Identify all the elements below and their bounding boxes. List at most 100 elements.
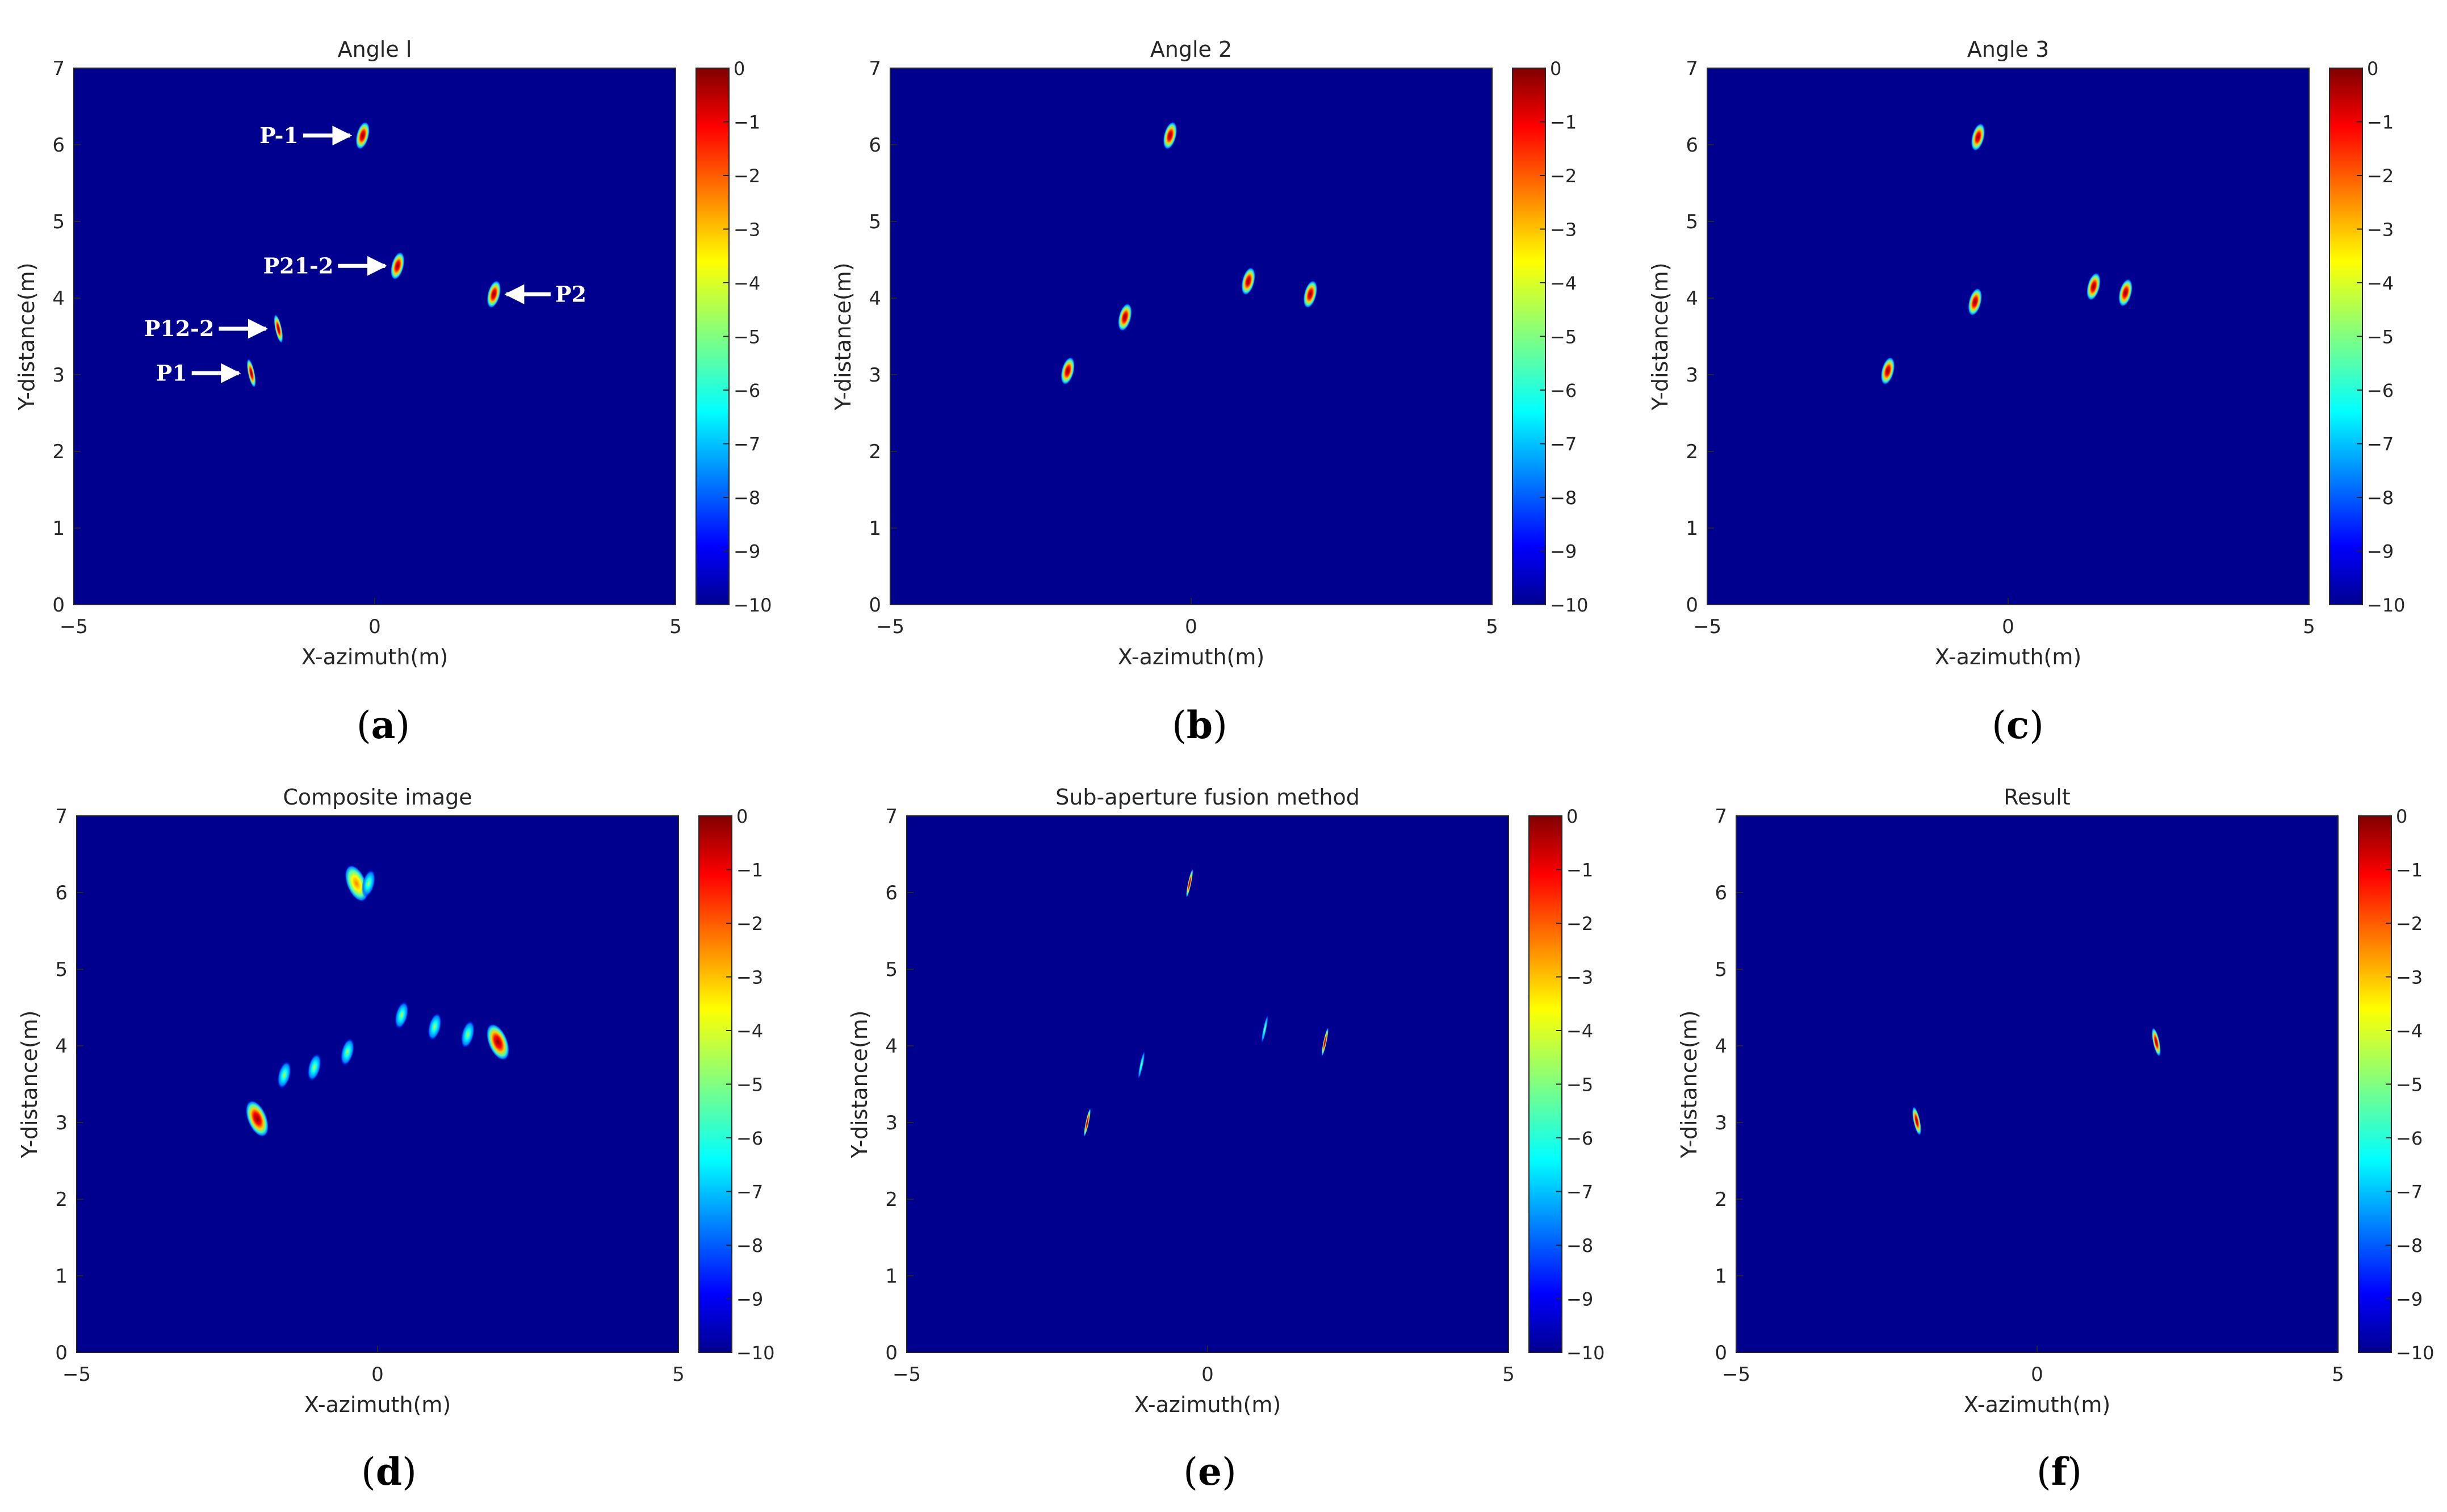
panel-label: (a) xyxy=(357,703,410,747)
colorbar-tick-label: −8 xyxy=(2396,1235,2423,1256)
data-point xyxy=(355,122,370,150)
y-tick-label: 0 xyxy=(1686,594,1698,617)
y-tick-label: 3 xyxy=(55,1112,68,1134)
colorbar-tick-label: −6 xyxy=(1550,380,1577,401)
y-tick-label: 3 xyxy=(1686,364,1698,387)
y-tick-label: 2 xyxy=(52,441,65,463)
y-tick-label: 2 xyxy=(1715,1188,1727,1211)
colorbar-tick-label: 0 xyxy=(2396,806,2407,827)
colorbar-tick-label: −10 xyxy=(2367,594,2406,616)
data-point xyxy=(1186,869,1193,898)
colorbar-tick-label: −9 xyxy=(1550,541,1577,563)
colorbar-tick-label: −8 xyxy=(736,1235,763,1256)
y-tick-label: 5 xyxy=(885,958,898,981)
x-tick-label: −5 xyxy=(62,1363,91,1386)
data-point xyxy=(391,252,405,280)
colorbar-tick-label: −4 xyxy=(736,1020,763,1042)
colorbar-tick-label: −3 xyxy=(2367,219,2394,241)
chart-title: Sub-aperture fusion method xyxy=(1055,785,1360,810)
data-point xyxy=(1241,267,1255,295)
y-tick-label: 4 xyxy=(869,287,881,310)
y-tick-label: 1 xyxy=(55,1265,68,1288)
colorbar-tick-label: −7 xyxy=(1566,1182,1593,1203)
x-tick-label: 0 xyxy=(1201,1363,1214,1386)
data-point xyxy=(1118,303,1132,332)
y-tick-label: 6 xyxy=(1686,134,1698,157)
data-point xyxy=(274,314,283,344)
y-tick-label: 6 xyxy=(1715,882,1727,904)
colorbar-tick-label: 0 xyxy=(2367,58,2378,79)
colorbar-tick-label: −10 xyxy=(1566,1342,1605,1364)
plot-area xyxy=(74,68,676,605)
y-axis-label: Y-distance(m) xyxy=(847,1010,872,1158)
data-point xyxy=(1138,1050,1145,1080)
data-point xyxy=(1083,1108,1091,1137)
colorbar-tick-label: −10 xyxy=(736,1342,775,1364)
x-axis-label: X-azimuth(m) xyxy=(301,644,448,669)
panel-label: (c) xyxy=(1992,703,2044,747)
x-tick-label: 0 xyxy=(2002,615,2014,638)
data-point xyxy=(1880,357,1895,385)
annotation-label: P-1 xyxy=(259,123,299,148)
x-tick-label: −5 xyxy=(60,615,88,638)
colorbar-tick-label: −4 xyxy=(2396,1020,2423,1042)
x-axis-label: X-azimuth(m) xyxy=(1118,644,1264,669)
y-tick-label: 2 xyxy=(55,1188,68,1211)
data-point xyxy=(2118,279,2132,307)
colorbar-tick-label: −6 xyxy=(1566,1128,1593,1149)
y-tick-label: 6 xyxy=(52,134,65,157)
x-tick-label: 5 xyxy=(669,615,682,638)
data-point xyxy=(277,1061,291,1089)
colorbar-tick-label: −9 xyxy=(1566,1289,1593,1310)
x-tick-label: −5 xyxy=(1693,615,1721,638)
y-tick-label: 2 xyxy=(869,441,881,463)
colorbar-tick-label: −5 xyxy=(2396,1074,2423,1096)
y-tick-label: 1 xyxy=(885,1265,898,1288)
data-point xyxy=(361,869,376,898)
y-tick-label: 7 xyxy=(52,57,65,80)
colorbar-tick-label: −3 xyxy=(1566,967,1593,989)
y-axis-label: Y-distance(m) xyxy=(1677,1010,1702,1158)
panel-label: (e) xyxy=(1183,1450,1237,1494)
data-point xyxy=(1968,288,1982,316)
colorbar-tick-label: −2 xyxy=(734,165,760,187)
colorbar-tick-label: −10 xyxy=(2396,1342,2435,1364)
colorbar-tick-label: −10 xyxy=(1550,594,1589,616)
colorbar-tick-label: −3 xyxy=(734,219,760,241)
annotation-label: P21-2 xyxy=(263,253,334,278)
y-tick-label: 7 xyxy=(1715,805,1727,828)
colorbar-tick-label: −8 xyxy=(1550,487,1577,509)
colorbar-tick-label: −7 xyxy=(736,1182,763,1203)
data-point xyxy=(1912,1106,1921,1136)
y-tick-label: 7 xyxy=(55,805,68,828)
x-axis-label: X-azimuth(m) xyxy=(1964,1392,2110,1417)
y-tick-label: 6 xyxy=(869,134,881,157)
chart-title: Angle l xyxy=(338,37,412,62)
y-tick-label: 0 xyxy=(55,1342,68,1364)
y-axis-label: Y-distance(m) xyxy=(1648,262,1673,411)
y-tick-label: 7 xyxy=(869,57,881,80)
chart-title: Composite image xyxy=(283,785,472,810)
y-tick-label: 5 xyxy=(55,958,68,981)
panel-label: (b) xyxy=(1172,703,1227,747)
x-tick-label: −5 xyxy=(893,1363,921,1386)
x-tick-label: −5 xyxy=(876,615,904,638)
y-axis-label: Y-distance(m) xyxy=(831,262,856,411)
x-tick-label: 5 xyxy=(2332,1363,2344,1386)
data-point xyxy=(246,358,256,388)
chart-title: Angle 2 xyxy=(1150,37,1232,62)
y-tick-label: 6 xyxy=(55,882,68,904)
y-tick-label: 5 xyxy=(1686,211,1698,233)
colorbar-tick-label: −4 xyxy=(1566,1020,1593,1042)
colorbar-tick-label: 0 xyxy=(1550,58,1561,79)
colorbar-tick-label: −5 xyxy=(736,1074,763,1096)
x-axis-label: X-azimuth(m) xyxy=(1935,644,2081,669)
chart-title: Result xyxy=(2004,785,2070,810)
colorbar-tick-label: −6 xyxy=(2396,1128,2423,1149)
y-tick-label: 5 xyxy=(869,211,881,233)
x-tick-label: 0 xyxy=(368,615,381,638)
y-tick-label: 4 xyxy=(885,1035,898,1058)
